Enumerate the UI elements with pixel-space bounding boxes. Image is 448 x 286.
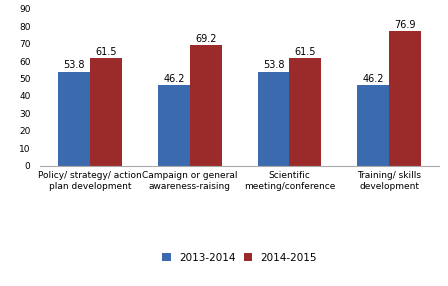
Bar [90,58,122,166]
Text: 61.5: 61.5 [295,47,316,57]
Text: 53.8: 53.8 [64,60,85,70]
Bar [258,72,289,166]
Bar [158,85,190,166]
Text: 46.2: 46.2 [362,74,384,84]
Text: 61.5: 61.5 [95,47,117,57]
Bar [389,31,421,166]
Bar [190,45,222,166]
Text: 46.2: 46.2 [163,74,185,84]
Bar [58,72,90,166]
Bar [357,85,389,166]
Text: 76.9: 76.9 [394,20,416,30]
Bar [289,58,321,166]
Text: 69.2: 69.2 [195,33,216,43]
Legend: 2013-2014, 2014-2015: 2013-2014, 2014-2015 [162,253,317,263]
Text: 53.8: 53.8 [263,60,284,70]
